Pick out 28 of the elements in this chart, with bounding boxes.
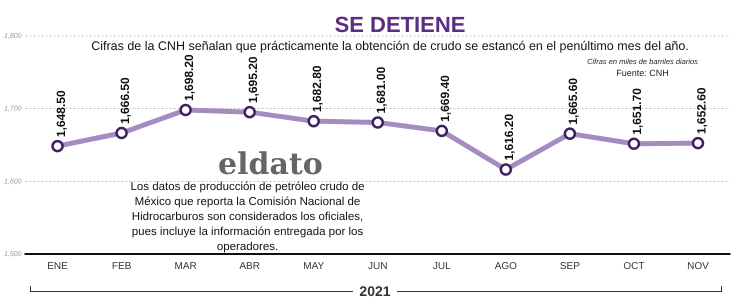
data-label: 1,652.60	[694, 87, 708, 134]
x-tick-label: SEP	[560, 260, 580, 272]
x-tick-label: JUL	[432, 260, 452, 272]
data-label: 1,698.20	[182, 54, 196, 101]
x-tick-label: NOV	[687, 260, 710, 272]
x-axis-title: 2021	[353, 283, 397, 299]
data-label: 1,681.00	[374, 66, 388, 114]
x-tick-label: MAY	[303, 260, 325, 272]
x-tick-label: ENE	[47, 260, 68, 272]
chart-title: SE DETIENE	[334, 12, 466, 37]
chart-subtitle: Cifras de la CNH señalan que prácticamente la obtención de crudo se estancó en el penúltimo mes del año.	[90, 39, 690, 53]
data-label: 1,695.20	[246, 56, 260, 104]
annotation: Fuente: CNH	[615, 68, 670, 78]
data-label: 1,666.50	[118, 76, 132, 124]
data-label: 1,665.60	[566, 78, 580, 125]
data-label: 1,682.80	[310, 65, 324, 112]
data-label: 1,648.50	[54, 90, 68, 138]
annotation: eldato	[218, 147, 323, 182]
data-label: 1,616.20	[502, 114, 516, 161]
x-tick-label: OCT	[623, 260, 644, 272]
x-tick-label: MAR	[174, 260, 197, 272]
annotation: Los datos de producción de petróleo crudo de México que reporta la Comisión Nacional de Hidrocarburos son considerados los oficiales, pues incluye la información entregada por los operadores.	[130, 180, 366, 255]
x-tick-label: FEB	[112, 260, 132, 272]
data-label: 1,651.70	[630, 88, 644, 135]
x-tick-label: ABR	[239, 260, 260, 272]
data-label: 1,669.40	[438, 74, 452, 122]
x-tick-label: AGO	[494, 260, 518, 272]
x-tick-label: JUN	[368, 260, 388, 272]
